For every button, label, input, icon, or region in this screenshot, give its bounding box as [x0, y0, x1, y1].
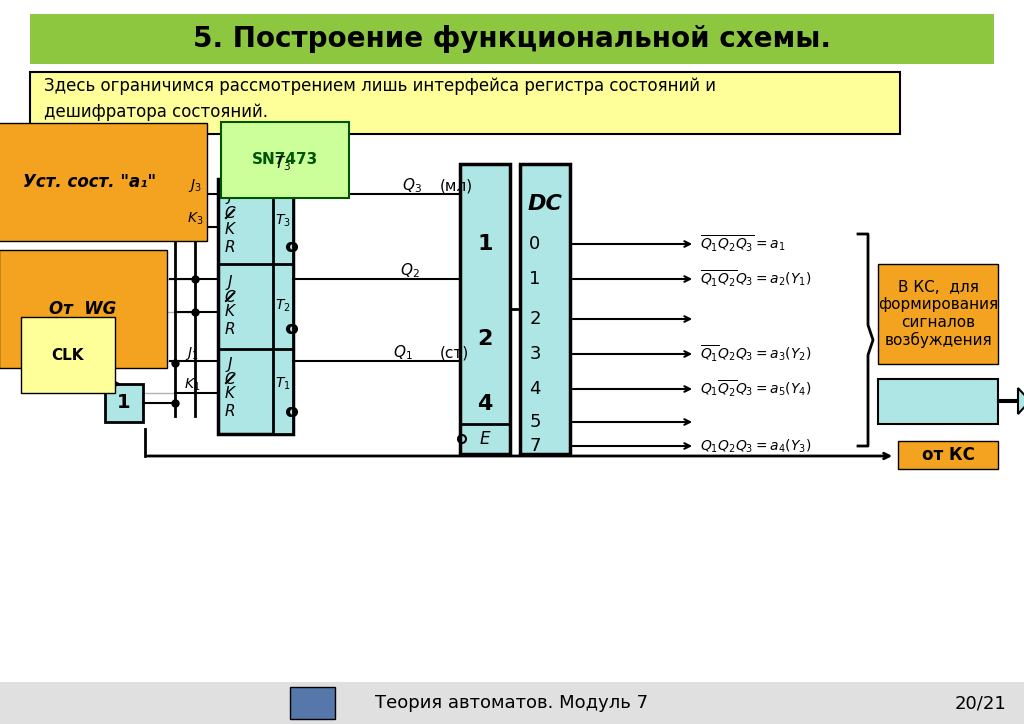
Text: R: R — [224, 240, 236, 255]
FancyBboxPatch shape — [878, 264, 998, 364]
FancyBboxPatch shape — [30, 72, 900, 134]
Text: Теория автоматов. Модуль 7: Теория автоматов. Модуль 7 — [376, 694, 648, 712]
Text: (мл): (мл) — [440, 179, 473, 193]
FancyBboxPatch shape — [30, 14, 994, 64]
Text: $\overline{Q_1}\overline{Q_2}\overline{Q_3} = a_1$: $\overline{Q_1}\overline{Q_2}\overline{Q… — [700, 234, 785, 254]
FancyBboxPatch shape — [878, 379, 998, 424]
Text: 4: 4 — [529, 380, 541, 398]
Text: 20/21: 20/21 — [954, 694, 1006, 712]
Text: K: K — [225, 305, 234, 319]
Text: $\overline{Q_1}\overline{Q_2}Q_3 = a_2(Y_1)$: $\overline{Q_1}\overline{Q_2}Q_3 = a_2(Y… — [700, 269, 811, 290]
Text: K: K — [225, 387, 234, 402]
Text: $Q_3$: $Q_3$ — [402, 177, 422, 195]
Text: $K_1$: $K_1$ — [184, 376, 200, 393]
Text: 4: 4 — [477, 394, 493, 414]
Text: $T_1$: $T_1$ — [275, 376, 291, 392]
Text: Здесь ограничимся рассмотрением лишь интерфейса регистра состояний и: Здесь ограничимся рассмотрением лишь инт… — [44, 77, 716, 95]
Text: $T_2$: $T_2$ — [275, 298, 291, 314]
FancyBboxPatch shape — [0, 682, 1024, 724]
Text: В КС,  для
формирования
сигналов
возбуждения: В КС, для формирования сигналов возбужде… — [878, 279, 998, 348]
Text: 5. Построение функциональной схемы.: 5. Построение функциональной схемы. — [193, 25, 831, 53]
FancyBboxPatch shape — [460, 164, 510, 454]
Text: R: R — [224, 405, 236, 419]
Text: $T_3$: $T_3$ — [274, 155, 292, 173]
Text: E: E — [480, 430, 490, 448]
Text: 2: 2 — [477, 329, 493, 349]
Text: DC: DC — [527, 194, 562, 214]
FancyBboxPatch shape — [105, 384, 143, 422]
Text: 1: 1 — [529, 270, 541, 288]
Text: J: J — [227, 356, 232, 371]
Text: от КС: от КС — [922, 446, 975, 464]
Text: 7: 7 — [529, 437, 541, 455]
Text: От  WG: От WG — [49, 300, 117, 318]
Text: $K_3$: $K_3$ — [186, 211, 203, 227]
Text: J: J — [227, 274, 232, 290]
Text: $Q_2$: $Q_2$ — [400, 261, 420, 280]
Text: K: K — [225, 222, 234, 237]
FancyBboxPatch shape — [218, 179, 293, 434]
Text: 3: 3 — [529, 345, 541, 363]
FancyBboxPatch shape — [273, 179, 293, 434]
Text: $\overline{Q_1}Q_2Q_3 = a_3(Y_2)$: $\overline{Q_1}Q_2Q_3 = a_3(Y_2)$ — [700, 344, 811, 364]
Text: SN7473: SN7473 — [252, 153, 318, 167]
Text: C: C — [224, 290, 236, 305]
Text: R: R — [224, 321, 236, 337]
Text: $Q_1$: $Q_1$ — [393, 344, 413, 362]
Text: 1: 1 — [117, 394, 131, 413]
Text: 2: 2 — [529, 310, 541, 328]
Text: $J_3$: $J_3$ — [188, 177, 202, 195]
Text: CLK: CLK — [52, 348, 84, 363]
Text: $Q_1Q_2Q_3 = a_4(Y_3)$: $Q_1Q_2Q_3 = a_4(Y_3)$ — [700, 437, 811, 455]
Text: 0: 0 — [529, 235, 541, 253]
Text: $J_1$: $J_1$ — [185, 345, 199, 361]
Text: $Q_1\overline{Q_2}Q_3 = a_5(Y_4)$: $Q_1\overline{Q_2}Q_3 = a_5(Y_4)$ — [700, 379, 811, 400]
FancyBboxPatch shape — [898, 441, 998, 469]
Text: дешифратора состояний.: дешифратора состояний. — [44, 103, 268, 121]
Text: (ст): (ст) — [440, 345, 469, 361]
Text: $T_3$: $T_3$ — [275, 213, 291, 230]
Text: 1: 1 — [477, 234, 493, 254]
FancyBboxPatch shape — [520, 164, 570, 454]
Text: Уст. сост. "a₁": Уст. сост. "a₁" — [24, 173, 157, 191]
Text: C: C — [224, 371, 236, 387]
Text: 5: 5 — [529, 413, 541, 431]
FancyBboxPatch shape — [290, 687, 335, 719]
Text: C: C — [224, 206, 236, 222]
Text: J: J — [227, 190, 232, 204]
Polygon shape — [998, 388, 1024, 414]
